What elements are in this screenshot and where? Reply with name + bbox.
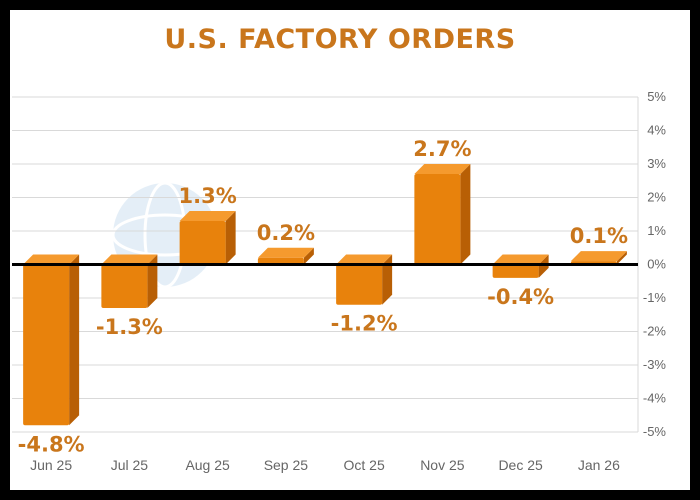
x-category-label: Jul 25 bbox=[111, 457, 149, 473]
y-tick-label: 1% bbox=[647, 223, 666, 238]
y-tick-label: 3% bbox=[647, 156, 666, 171]
data-label: -4.8% bbox=[18, 432, 85, 456]
y-tick-label: 0% bbox=[647, 257, 666, 272]
bar bbox=[101, 254, 158, 309]
x-axis-categories: Jun 25 Jul 25 Aug 25 Sep 25 Oct 25 Nov 25 Dec … bbox=[30, 457, 620, 473]
bar bbox=[414, 164, 471, 265]
y-tick-label: 4% bbox=[647, 123, 666, 138]
y-tick-label: -3% bbox=[643, 357, 667, 372]
x-category-label: Jun 25 bbox=[30, 457, 72, 473]
data-labels: -4.8% -1.3% 1.3% 0.2% -1.2% 2.7% -0.4% 0.1% bbox=[18, 137, 628, 456]
data-label: -1.2% bbox=[331, 312, 398, 336]
x-category-label: Nov 25 bbox=[420, 457, 465, 473]
data-label: 0.1% bbox=[570, 224, 628, 248]
x-category-label: Sep 25 bbox=[264, 457, 309, 473]
x-category-label: Oct 25 bbox=[344, 457, 385, 473]
chart-title: U.S. FACTORY ORDERS bbox=[164, 24, 516, 55]
bar bbox=[23, 254, 80, 426]
x-category-label: Dec 25 bbox=[498, 457, 543, 473]
data-label: -0.4% bbox=[487, 285, 554, 309]
bar bbox=[492, 254, 549, 278]
y-axis-ticks: 5% 4% 3% 2% 1% 0% -1% -2% -3% -4% -5% bbox=[643, 89, 667, 439]
bar bbox=[336, 254, 393, 305]
y-tick-label: -1% bbox=[643, 290, 667, 305]
data-label: -1.3% bbox=[96, 315, 163, 339]
bars bbox=[23, 164, 627, 426]
bar bbox=[570, 251, 627, 265]
data-label: 0.2% bbox=[257, 221, 315, 245]
x-category-label: Jan 26 bbox=[578, 457, 620, 473]
y-tick-label: -4% bbox=[643, 391, 667, 406]
bar bbox=[179, 210, 236, 265]
data-label: 2.7% bbox=[413, 137, 471, 161]
x-category-label: Aug 25 bbox=[185, 457, 230, 473]
y-tick-label: 5% bbox=[647, 89, 666, 104]
y-tick-label: -2% bbox=[643, 324, 667, 339]
y-tick-label: -5% bbox=[643, 424, 667, 439]
bar bbox=[257, 247, 314, 265]
y-tick-label: 2% bbox=[647, 190, 666, 205]
data-label: 1.3% bbox=[179, 184, 237, 208]
